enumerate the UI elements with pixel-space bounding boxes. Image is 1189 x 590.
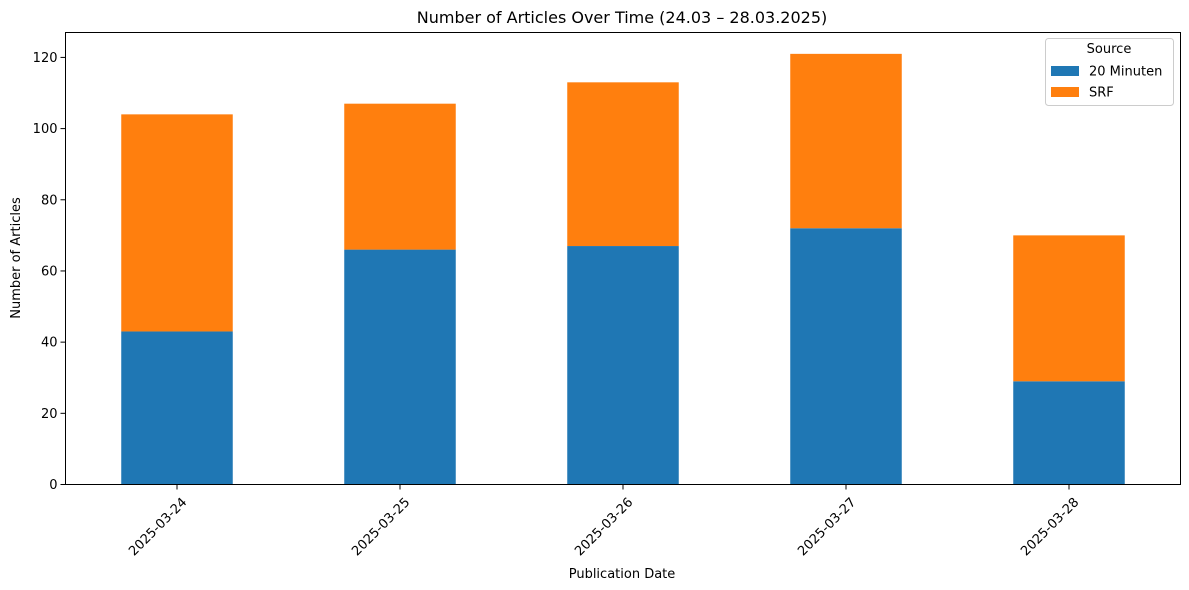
y-axis: 0 20 40 60 80 100 120 bbox=[33, 51, 66, 493]
legend-label-1: SRF bbox=[1089, 86, 1114, 101]
y-tick-label-80: 80 bbox=[41, 193, 58, 208]
x-axis: 2025-03-24 2025-03-25 2025-03-26 2025-03-27… bbox=[126, 484, 1082, 559]
x-tick-label-2025-03-25: 2025-03-25 bbox=[349, 495, 413, 559]
legend-swatch-1 bbox=[1051, 87, 1079, 97]
legend-title: Source bbox=[1087, 42, 1132, 57]
bar-2025-03-28-series-1 bbox=[1013, 235, 1125, 382]
bar-2025-03-24-series-0 bbox=[121, 331, 233, 485]
chart-title: Number of Articles Over Time (24.03 – 28… bbox=[417, 8, 828, 27]
x-axis-label: Publication Date bbox=[569, 567, 676, 582]
x-tick-label-2025-03-27: 2025-03-27 bbox=[795, 495, 859, 559]
y-tick-label-100: 100 bbox=[33, 122, 58, 137]
y-tick-label-60: 60 bbox=[41, 264, 58, 279]
bar-2025-03-26-series-0 bbox=[567, 246, 679, 485]
bar-2025-03-25-series-0 bbox=[344, 249, 456, 485]
legend: Source 20 Minuten SRF bbox=[1045, 38, 1174, 106]
bars-group bbox=[121, 53, 1125, 485]
x-tick-label-2025-03-24: 2025-03-24 bbox=[126, 495, 190, 559]
bar-2025-03-27-series-1 bbox=[790, 53, 902, 229]
legend-label-0: 20 Minuten bbox=[1089, 65, 1162, 80]
bar-2025-03-28-series-0 bbox=[1013, 381, 1125, 485]
bar-2025-03-25-series-1 bbox=[344, 103, 456, 250]
y-tick-label-120: 120 bbox=[33, 51, 58, 66]
bar-2025-03-26-series-1 bbox=[567, 82, 679, 247]
y-axis-label: Number of Articles bbox=[9, 197, 24, 319]
y-tick-label-40: 40 bbox=[41, 336, 58, 351]
y-tick-label-20: 20 bbox=[41, 407, 58, 422]
bar-2025-03-27-series-0 bbox=[790, 228, 902, 485]
x-tick-label-2025-03-26: 2025-03-26 bbox=[572, 495, 636, 559]
y-tick-label-0: 0 bbox=[49, 478, 57, 493]
plot-frame bbox=[65, 32, 1181, 485]
legend-swatch-0 bbox=[1051, 66, 1079, 76]
x-tick-label-2025-03-28: 2025-03-28 bbox=[1018, 495, 1082, 559]
bar-2025-03-24-series-1 bbox=[121, 114, 233, 332]
